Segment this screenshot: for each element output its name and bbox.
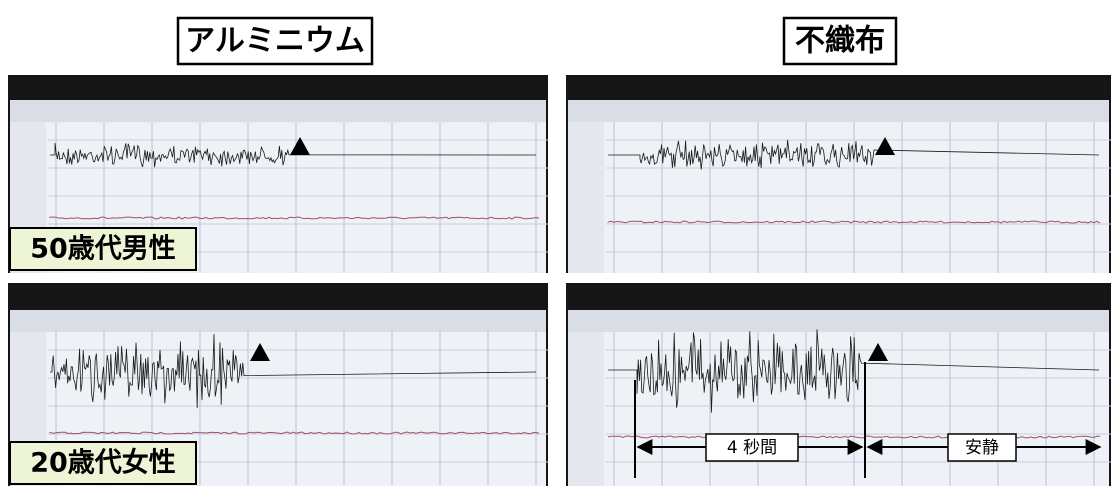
- side-panel: [568, 332, 604, 486]
- figure: アルミニウム 不織布 50歳代男性 20歳代女性 4 秒間 安静: [0, 0, 1111, 486]
- panel-label: 50歳代男性: [30, 234, 176, 265]
- toolbar: [568, 310, 1109, 332]
- panels: [8, 75, 1111, 486]
- toolbar: [568, 100, 1109, 122]
- toolbar: [10, 100, 546, 122]
- header-left: アルミニウム: [185, 24, 365, 59]
- annotation: 安静: [965, 438, 999, 458]
- toolbar: [10, 310, 546, 332]
- annotation: 4 秒間: [727, 438, 777, 458]
- panel-label: 20歳代女性: [30, 447, 176, 479]
- screen-photo: [566, 75, 1111, 273]
- side-panel: [568, 122, 604, 273]
- header-right: 不織布: [795, 24, 885, 59]
- screen: [568, 310, 1109, 486]
- screen: [568, 100, 1109, 273]
- screen-photo: [566, 283, 1111, 486]
